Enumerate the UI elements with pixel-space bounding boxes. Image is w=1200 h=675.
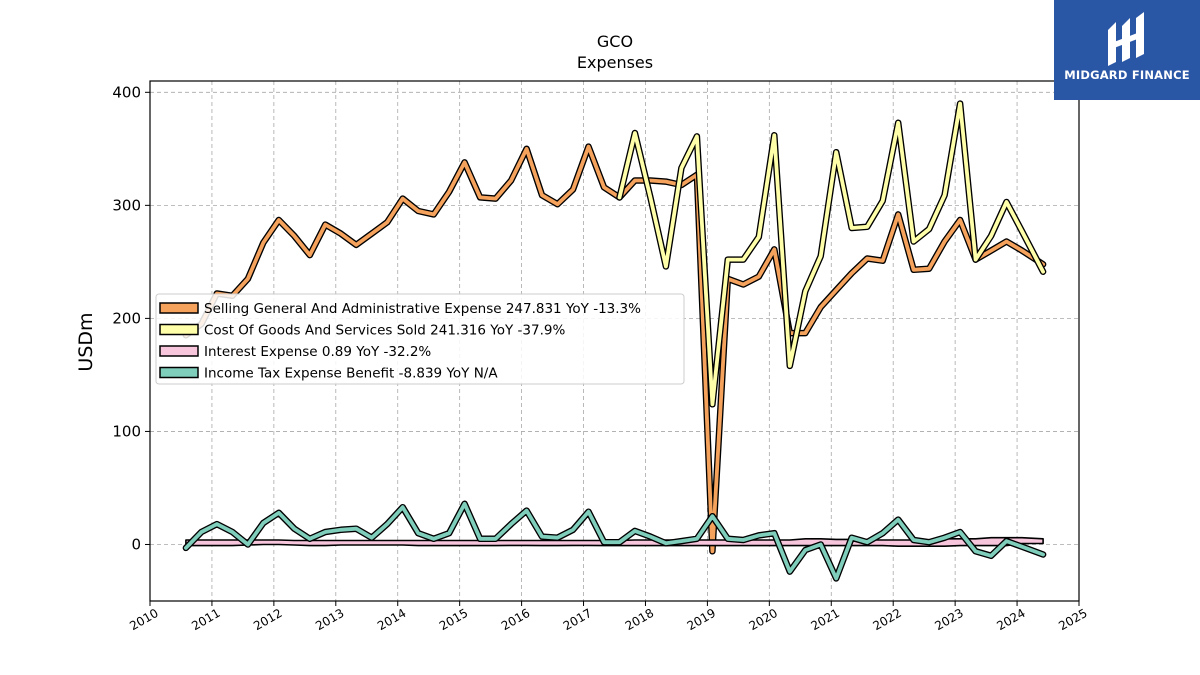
chart-title: GCO (597, 32, 633, 51)
chart-subtitle: Expenses (577, 53, 653, 72)
legend-entry: Selling General And Administrative Expen… (204, 301, 641, 317)
legend-swatch (159, 345, 199, 357)
legend-swatch (159, 366, 199, 379)
y-tick-label: 400 (112, 83, 141, 101)
cost-of-goods-and-services-sold-line (617, 101, 1045, 407)
legend-box (155, 293, 685, 385)
legend-entry: Cost Of Goods And Services Sold 241.316 … (204, 323, 565, 339)
legend: Selling General And Administrative Expen… (155, 293, 685, 385)
x-axis: 2010 2011 2012 2013 2014 2015 2016 2017 2018 2019… (127, 601, 1090, 633)
legend-swatch (159, 302, 199, 314)
brand-logo: MIDGARD FINANCE (1054, 0, 1200, 100)
legend-entry: Income Tax Expense Benefit -8.839 YoY N/… (204, 366, 498, 382)
y-tick-label: 200 (112, 309, 141, 327)
x-tick-label: 2016 (499, 606, 532, 633)
logo-mark-icon (1108, 12, 1144, 66)
x-tick-label: 2021 (809, 606, 842, 633)
x-tick-label: 2013 (313, 606, 346, 633)
x-tick-label: 2017 (561, 606, 594, 633)
x-tick-label: 2024 (994, 606, 1027, 633)
legend-swatch (159, 323, 199, 336)
y-tick-label: 300 (112, 196, 141, 214)
y-axis: 0 100 200 300 400 (112, 83, 150, 553)
brand-name: MIDGARD FINANCE (1064, 68, 1190, 82)
income-tax-expense-benefit-line (183, 501, 1045, 581)
x-tick-label: 2011 (189, 606, 222, 633)
x-tick-label: 2018 (623, 606, 656, 633)
x-tick-label: 2010 (127, 606, 160, 633)
x-tick-label: 2014 (375, 606, 408, 633)
legend-entry: Interest Expense 0.89 YoY -32.2% (204, 344, 431, 360)
plot-area (182, 100, 1047, 582)
x-tick-label: 2020 (747, 606, 780, 633)
x-tick-label: 2022 (870, 606, 903, 633)
y-axis-label: USDm (75, 312, 97, 371)
x-tick-label: 2015 (437, 606, 470, 633)
x-tick-label: 2012 (251, 606, 284, 633)
x-tick-label: 2019 (685, 606, 718, 633)
axes-frame (149, 80, 1080, 602)
selling-general-and-administrative-expense-line (183, 144, 1045, 554)
x-tick-label: 2023 (932, 606, 965, 633)
y-tick-label: 0 (131, 535, 141, 553)
y-tick-label: 100 (112, 422, 141, 440)
x-tick-label: 2025 (1056, 606, 1089, 633)
